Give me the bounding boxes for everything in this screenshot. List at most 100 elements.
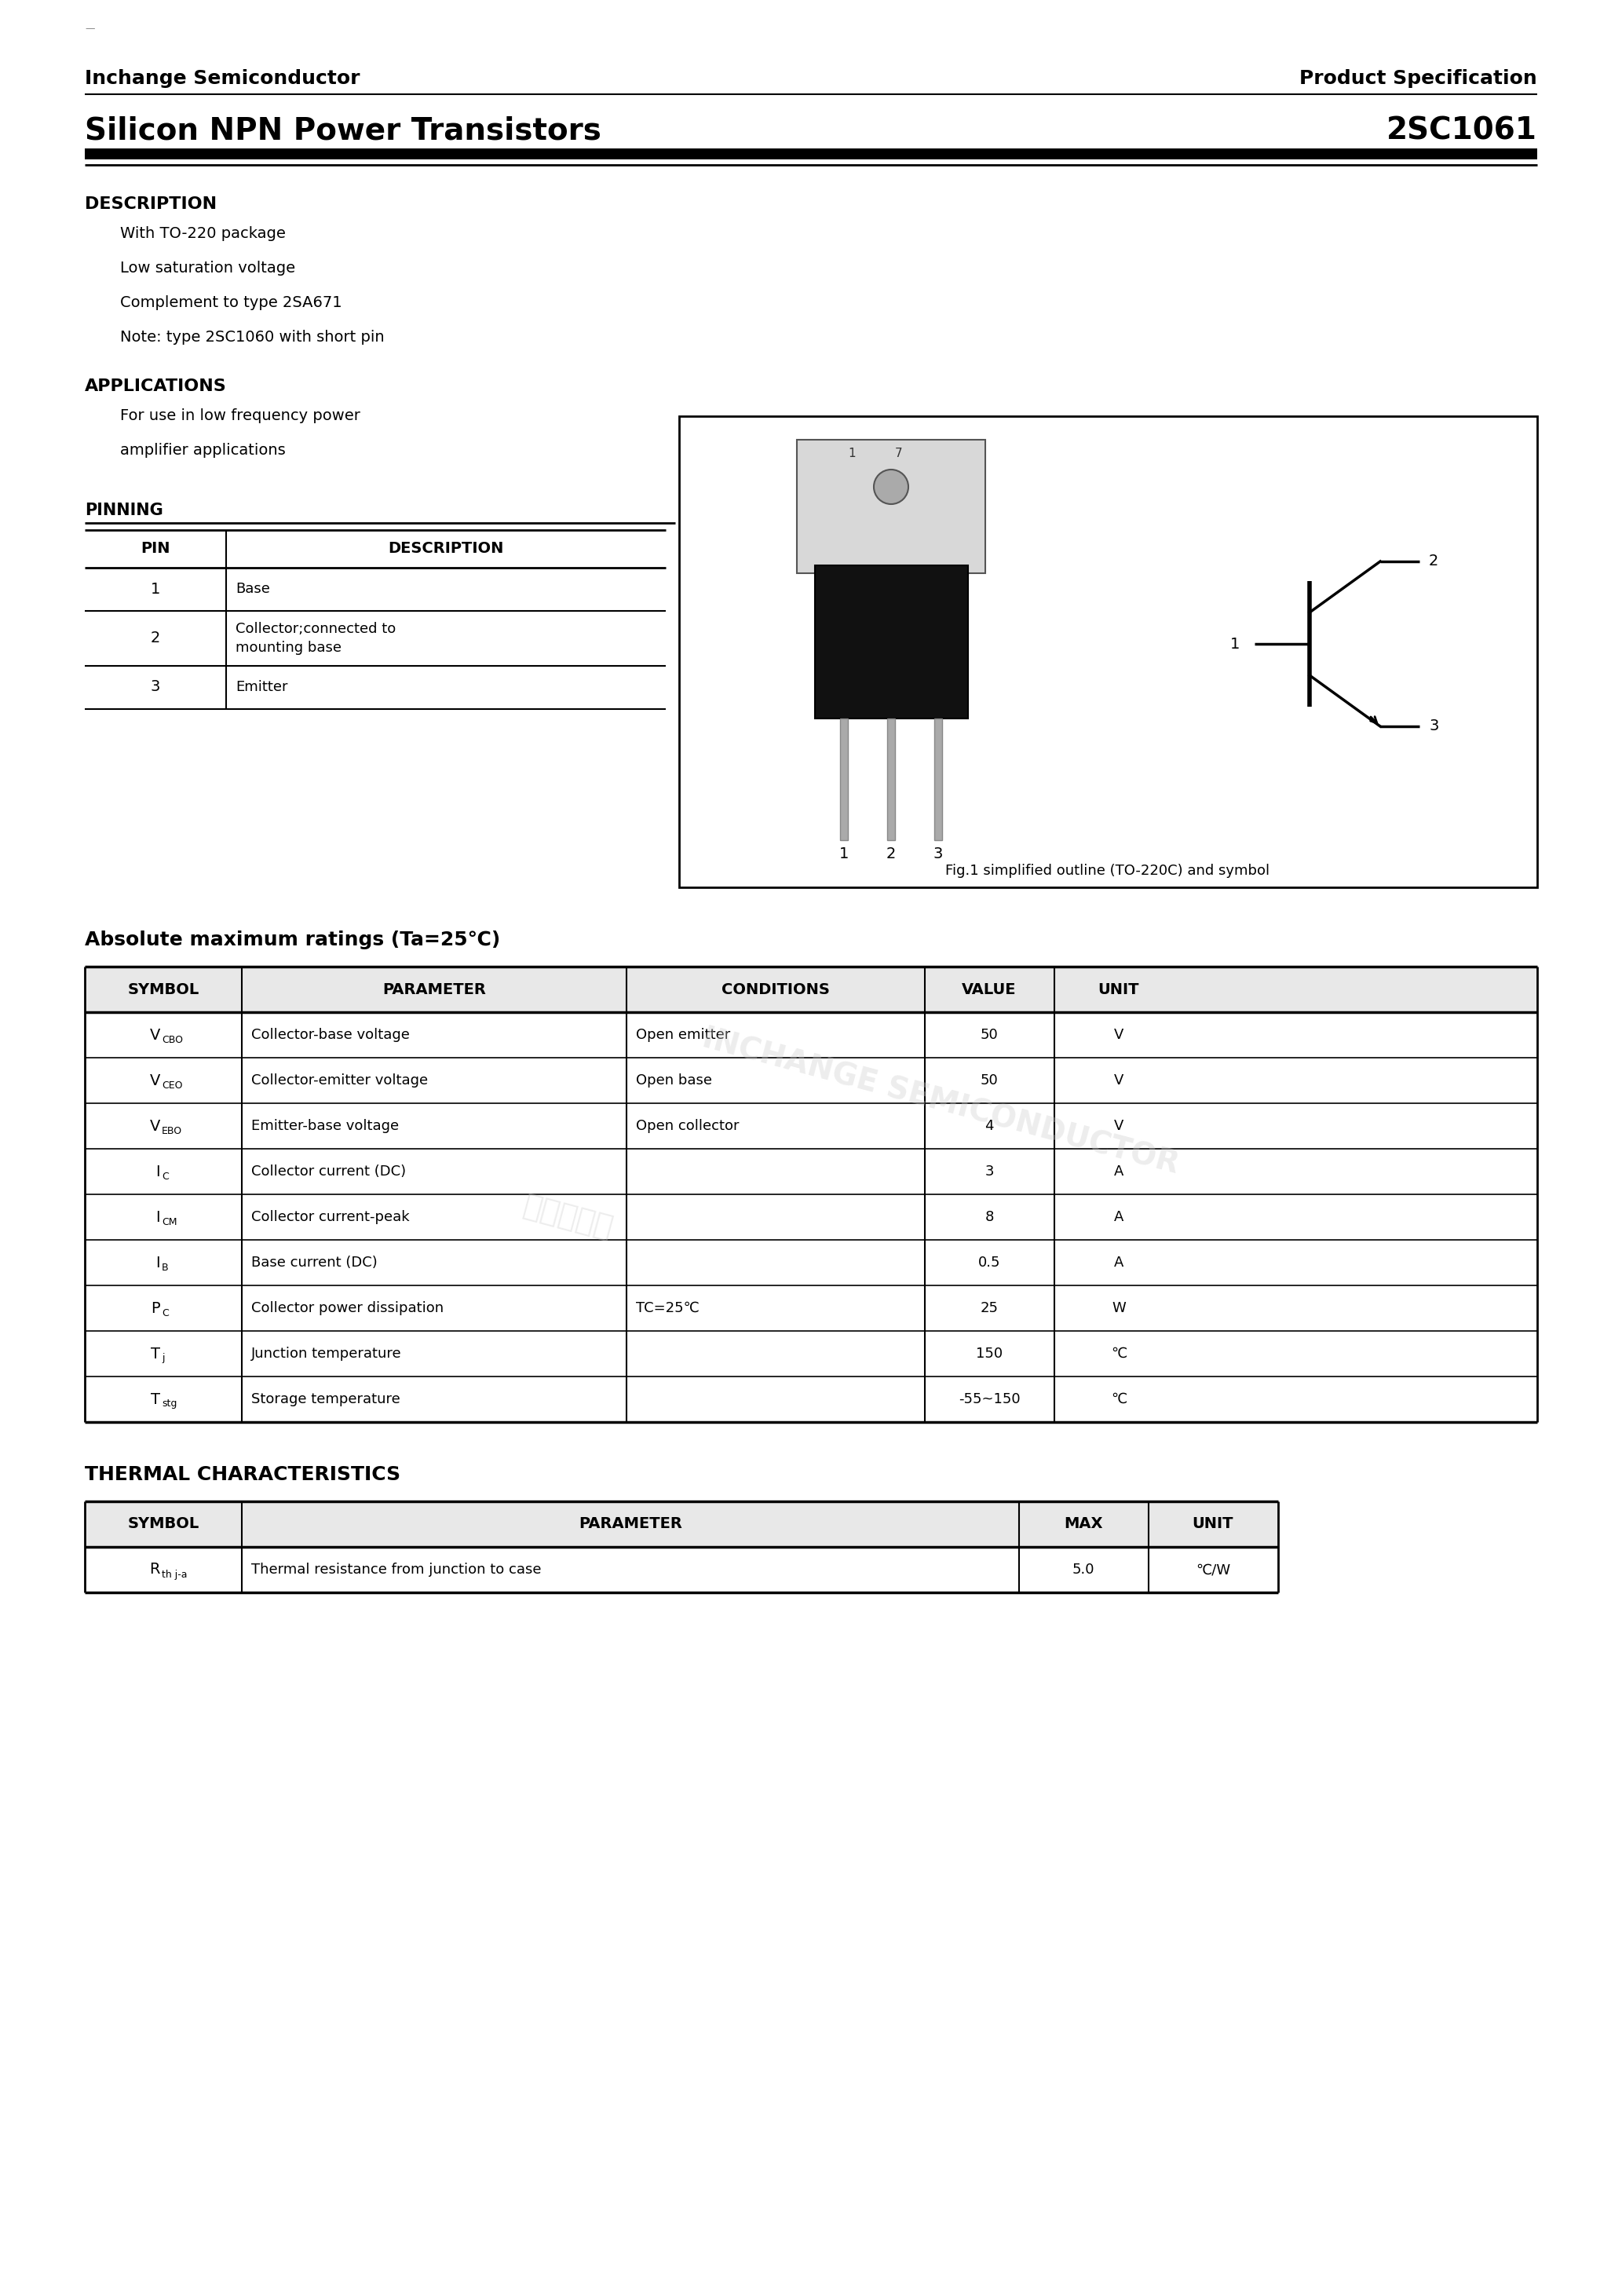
Text: stg: stg: [162, 1398, 177, 1410]
Text: CM: CM: [162, 1217, 177, 1226]
Text: -55~150: -55~150: [959, 1391, 1020, 1407]
Text: Base current (DC): Base current (DC): [251, 1256, 378, 1270]
Text: 3: 3: [985, 1164, 994, 1178]
Text: Low saturation voltage: Low saturation voltage: [120, 262, 295, 276]
Text: V: V: [149, 1072, 161, 1088]
Text: A: A: [1114, 1256, 1124, 1270]
Text: 0.5: 0.5: [978, 1256, 1001, 1270]
Text: Product Specification: Product Specification: [1299, 69, 1538, 87]
Bar: [934, 719, 942, 840]
Text: I: I: [156, 1256, 161, 1270]
Text: V: V: [1114, 1029, 1124, 1042]
Text: 2SC1061: 2SC1061: [1387, 117, 1538, 147]
Text: Thermal resistance from junction to case: Thermal resistance from junction to case: [251, 1564, 542, 1577]
Text: CBO: CBO: [162, 1035, 183, 1045]
Text: V: V: [1114, 1075, 1124, 1088]
Text: 1: 1: [848, 448, 855, 459]
Text: I: I: [156, 1164, 161, 1180]
Text: ℃: ℃: [1111, 1391, 1127, 1407]
Text: 5.0: 5.0: [1072, 1564, 1095, 1577]
Text: PIN: PIN: [141, 542, 170, 556]
Text: Collector;connected to: Collector;connected to: [235, 622, 396, 636]
Text: 2: 2: [151, 631, 161, 645]
Text: —: —: [84, 23, 94, 34]
Text: 3: 3: [1429, 719, 1439, 735]
Text: PARAMETER: PARAMETER: [383, 983, 487, 996]
Text: A: A: [1114, 1164, 1124, 1178]
Text: P: P: [151, 1302, 161, 1316]
Text: 8: 8: [985, 1210, 994, 1224]
Text: V: V: [1114, 1118, 1124, 1134]
Text: SYMBOL: SYMBOL: [128, 1518, 200, 1531]
Text: Inchange Semiconductor: Inchange Semiconductor: [84, 69, 360, 87]
Text: Collector power dissipation: Collector power dissipation: [251, 1302, 444, 1316]
Text: Emitter: Emitter: [235, 680, 287, 693]
Text: Collector current-peak: Collector current-peak: [251, 1210, 409, 1224]
Text: CONDITIONS: CONDITIONS: [722, 983, 830, 996]
Text: Open collector: Open collector: [636, 1118, 740, 1134]
Text: Base: Base: [235, 581, 269, 597]
Bar: [84, 967, 1538, 1013]
Text: C: C: [162, 1171, 169, 1182]
Text: Silicon NPN Power Transistors: Silicon NPN Power Transistors: [84, 117, 602, 147]
Text: With TO-220 package: With TO-220 package: [120, 225, 285, 241]
Text: 1: 1: [151, 581, 161, 597]
Text: Collector-emitter voltage: Collector-emitter voltage: [251, 1075, 428, 1088]
Text: MAX: MAX: [1064, 1518, 1103, 1531]
Text: Open base: Open base: [636, 1075, 712, 1088]
Text: CEO: CEO: [162, 1079, 183, 1091]
Text: 150: 150: [976, 1348, 1002, 1362]
Text: Emitter-base voltage: Emitter-base voltage: [251, 1118, 399, 1134]
Text: Complement to type 2SA671: Complement to type 2SA671: [120, 296, 342, 310]
Text: VALUE: VALUE: [962, 983, 1017, 996]
Text: EBO: EBO: [162, 1125, 182, 1137]
Text: 25: 25: [980, 1302, 998, 1316]
Text: B: B: [162, 1263, 169, 1272]
Bar: [796, 441, 985, 574]
Text: 1: 1: [839, 847, 848, 861]
Text: ℃: ℃: [1111, 1348, 1127, 1362]
Text: A: A: [1114, 1210, 1124, 1224]
Text: 北京光导体: 北京光导体: [519, 1192, 616, 1242]
Bar: [840, 719, 848, 840]
Text: 2: 2: [1429, 553, 1439, 569]
Text: THERMAL CHARACTERISTICS: THERMAL CHARACTERISTICS: [84, 1465, 401, 1483]
Circle shape: [874, 471, 908, 505]
Bar: [84, 1502, 1278, 1548]
Text: Storage temperature: Storage temperature: [251, 1391, 401, 1407]
Text: PINNING: PINNING: [84, 503, 164, 519]
Text: SYMBOL: SYMBOL: [128, 983, 200, 996]
Text: V: V: [149, 1118, 161, 1134]
Text: 50: 50: [980, 1075, 998, 1088]
Text: UNIT: UNIT: [1192, 1518, 1234, 1531]
Text: TC=25℃: TC=25℃: [636, 1302, 699, 1316]
Bar: [814, 565, 968, 719]
Text: INCHANGE SEMICONDUCTOR: INCHANGE SEMICONDUCTOR: [699, 1024, 1182, 1180]
Bar: [887, 719, 895, 840]
Bar: [680, 416, 1538, 886]
Text: 7: 7: [895, 448, 903, 459]
Text: 4: 4: [985, 1118, 994, 1134]
Text: T: T: [151, 1345, 161, 1362]
Text: th j-a: th j-a: [162, 1568, 187, 1580]
Text: PARAMETER: PARAMETER: [579, 1518, 683, 1531]
Text: ℃/W: ℃/W: [1195, 1564, 1231, 1577]
Text: 3: 3: [933, 847, 942, 861]
Text: UNIT: UNIT: [1098, 983, 1139, 996]
Text: DESCRIPTION: DESCRIPTION: [84, 195, 217, 211]
Text: amplifier applications: amplifier applications: [120, 443, 285, 457]
Text: V: V: [149, 1029, 161, 1042]
Text: For use in low frequency power: For use in low frequency power: [120, 409, 360, 422]
Text: Open emitter: Open emitter: [636, 1029, 730, 1042]
Text: 2: 2: [886, 847, 895, 861]
Text: 3: 3: [151, 680, 161, 693]
Text: Collector current (DC): Collector current (DC): [251, 1164, 406, 1178]
Text: Absolute maximum ratings (Ta=25℃): Absolute maximum ratings (Ta=25℃): [84, 930, 500, 948]
Text: R: R: [149, 1561, 161, 1577]
Text: j: j: [162, 1352, 164, 1364]
Text: Collector-base voltage: Collector-base voltage: [251, 1029, 410, 1042]
Text: C: C: [162, 1309, 169, 1318]
Text: 1: 1: [1229, 636, 1239, 652]
Text: 50: 50: [980, 1029, 998, 1042]
Text: W: W: [1111, 1302, 1126, 1316]
